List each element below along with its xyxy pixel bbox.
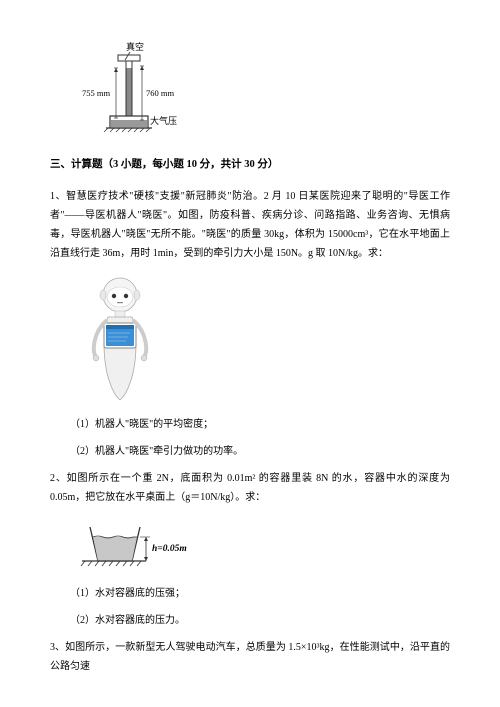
left-measure: 755 mm xyxy=(82,88,110,98)
problem-1-text: 1、智慧医疗技术"硬核"支援"新冠肺炎"防治。2 月 10 日某医院迎来了聪明的… xyxy=(50,187,450,263)
robot-figure xyxy=(80,275,450,405)
barometer-svg: 真空 755 mm 760 mm 大气压 xyxy=(80,40,190,135)
q2-body: 2、如图所示在一个重 2N，底面积为 0.01m² 的容器里装 8N 的水，容器… xyxy=(50,473,450,503)
q2-sub2: （2）水对容器底的压力。 xyxy=(50,611,450,630)
barometer-diagram: 真空 755 mm 760 mm 大气压 xyxy=(80,40,450,135)
q1-sub2: （2）机器人"晓医"牵引力做功的功率。 xyxy=(50,442,450,461)
problem-3-text: 3、如图所示，一款新型无人驾驶电动汽车，总质量为 1.5×10³kg，在性能测试… xyxy=(50,638,450,676)
container-svg: h=0.05m xyxy=(80,519,210,574)
right-measure: 760 mm xyxy=(146,88,174,98)
height-label: h=0.05m xyxy=(152,544,187,554)
atm-label: 大气压 xyxy=(150,115,177,126)
q1-sub1: （1）机器人"晓医"的平均密度； xyxy=(50,415,450,434)
problem-2-text: 2、如图所示在一个重 2N，底面积为 0.01m² 的容器里装 8N 的水，容器… xyxy=(50,469,450,507)
section-title: 三、计算题（3 小题，每小题 10 分，共计 30 分） xyxy=(50,155,450,175)
container-figure: h=0.05m xyxy=(80,519,450,574)
robot-svg xyxy=(80,275,160,405)
q2-sub1: （1）水对容器底的压强； xyxy=(50,584,450,603)
vacuum-label: 真空 xyxy=(126,41,144,52)
